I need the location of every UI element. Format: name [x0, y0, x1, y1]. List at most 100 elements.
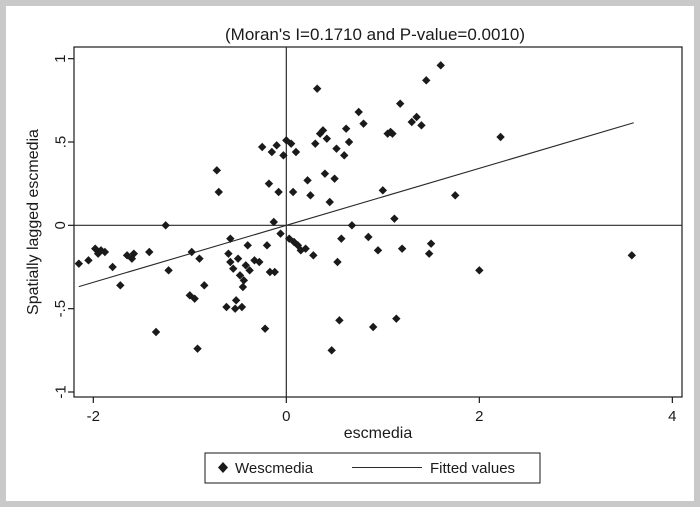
data-point	[260, 324, 270, 333]
data-point	[145, 247, 154, 257]
data-point	[164, 266, 173, 275]
data-point	[333, 257, 342, 267]
data-point	[187, 247, 196, 257]
x-tick-label: -2	[87, 408, 100, 425]
data-point	[288, 187, 298, 197]
data-point	[272, 141, 281, 150]
data-point	[475, 266, 484, 275]
data-point	[116, 281, 125, 290]
x-tick-label: 0	[282, 408, 290, 425]
data-point	[230, 304, 240, 313]
data-point	[241, 261, 250, 270]
x-axis: -2 0 2 4	[87, 397, 677, 425]
data-point	[309, 251, 318, 260]
data-point	[320, 169, 330, 178]
data-point	[274, 187, 283, 197]
data-point	[417, 121, 426, 130]
y-axis-label: Spatially lagged escmedia	[25, 129, 42, 315]
data-point	[265, 267, 275, 277]
data-point	[337, 234, 346, 243]
data-point	[340, 151, 349, 160]
data-point	[233, 254, 243, 263]
fitted-values-line	[78, 122, 634, 288]
y-tick-label: .5	[52, 136, 69, 149]
data-point	[313, 84, 322, 93]
data-point	[373, 246, 383, 255]
data-point	[364, 232, 373, 242]
data-point	[330, 174, 339, 183]
data-point	[627, 251, 637, 260]
data-point	[279, 151, 288, 160]
data-point	[286, 139, 296, 148]
data-point	[412, 112, 421, 122]
data-point	[436, 61, 445, 70]
data-point	[318, 126, 328, 135]
x-tick-label: 4	[668, 408, 676, 425]
data-point	[344, 137, 354, 147]
data-point	[276, 229, 285, 238]
data-point	[212, 166, 222, 175]
data-point	[392, 314, 401, 323]
data-point	[108, 262, 117, 272]
data-point	[226, 257, 235, 267]
data-point	[231, 296, 241, 305]
legend-label-wescmedia: Wescmedia	[235, 460, 314, 477]
data-point	[368, 322, 378, 332]
data-point	[129, 249, 139, 258]
data-point	[347, 221, 357, 230]
data-point	[195, 254, 204, 263]
data-point	[100, 247, 110, 257]
data-point	[322, 134, 332, 143]
x-axis-label: escmedia	[344, 425, 413, 442]
data-point	[226, 234, 235, 243]
data-point	[235, 271, 245, 280]
data-point	[422, 76, 431, 85]
data-point	[335, 316, 344, 325]
data-point	[378, 186, 388, 195]
data-point	[359, 119, 368, 128]
data-point	[327, 346, 336, 355]
data-point	[354, 107, 363, 117]
data-point	[255, 257, 264, 267]
data-point	[193, 344, 202, 353]
plot-area	[73, 46, 683, 398]
data-point	[269, 217, 278, 227]
data-point	[332, 144, 341, 153]
data-point	[496, 132, 505, 142]
data-point	[200, 281, 209, 290]
data-point	[451, 191, 460, 200]
data-point	[424, 249, 434, 258]
data-point	[390, 214, 399, 223]
data-point	[303, 176, 312, 185]
data-point	[301, 244, 310, 253]
data-point	[151, 327, 161, 337]
x-tick-label: 2	[475, 408, 483, 425]
data-point	[243, 241, 252, 250]
data-point	[426, 239, 436, 248]
data-point	[237, 302, 247, 312]
chart-panel	[6, 6, 694, 501]
scatter-points	[74, 61, 637, 355]
data-point	[190, 294, 199, 303]
data-point	[238, 282, 248, 292]
legend: Wescmedia Fitted values	[204, 452, 541, 484]
data-point	[239, 276, 249, 285]
data-point	[222, 302, 231, 312]
data-point	[270, 267, 279, 277]
legend-diamond-icon	[218, 462, 228, 473]
chart-title: (Moran's I=0.1710 and P-value=0.0010)	[225, 25, 525, 44]
data-point	[289, 237, 299, 247]
data-point	[257, 142, 267, 152]
y-tick-label: -1	[52, 385, 69, 398]
y-tick-label: 1	[52, 54, 69, 62]
data-point	[395, 99, 405, 108]
data-point	[161, 221, 170, 230]
data-point	[397, 244, 407, 253]
data-point	[224, 249, 233, 258]
data-point	[127, 254, 137, 263]
data-point	[388, 129, 397, 138]
data-point	[229, 264, 238, 273]
data-point	[214, 187, 223, 197]
data-point	[264, 179, 274, 188]
